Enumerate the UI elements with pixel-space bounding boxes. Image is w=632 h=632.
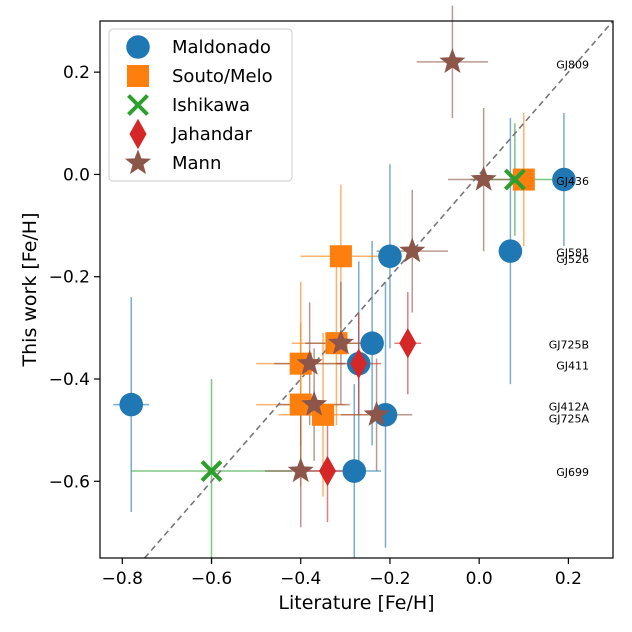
jahandar-point (318, 455, 337, 487)
jahandar-point (399, 328, 417, 359)
maldonado-point (378, 244, 402, 269)
mann-point (287, 457, 314, 483)
x-tick-label: −0.4 (280, 569, 321, 589)
ishikawa-point (503, 168, 526, 191)
souto-melo-point (329, 245, 352, 268)
legend-label: Jahandar (171, 124, 253, 145)
y-axis-label: This work [Fe/H] (19, 213, 41, 368)
legend-label: Souto/Melo (172, 66, 273, 87)
x-axis-label: Literature [Fe/H] (278, 592, 434, 614)
x-tick-label: 0.2 (555, 569, 582, 589)
maldonado-point (360, 331, 384, 355)
markers-layer (119, 48, 576, 487)
mann-point (301, 390, 328, 416)
y-axis-ticks: −0.6 −0.4 −0.2 0.0 0.2 (49, 63, 100, 492)
legend: Maldonado Souto/Melo Ishikawa Jahandar Mann (108, 28, 293, 182)
legend-item-jahandar: Jahandar (129, 118, 253, 150)
plot-frame (99, 20, 614, 559)
x-tick-label: −0.8 (102, 569, 143, 589)
legend-item-ishikawa: Ishikawa (127, 94, 250, 116)
legend-label: Ishikawa (172, 95, 250, 116)
star-label-gj699: GJ699 (556, 466, 589, 479)
y-tick-label: 0.2 (63, 63, 90, 83)
star-label-gj809: GJ809 (556, 58, 589, 71)
mann-point (296, 349, 323, 375)
star-label-gj725b: GJ725B (549, 339, 589, 352)
star-label-gj725a: GJ725A (549, 412, 590, 425)
y-tick-label: −0.2 (49, 268, 90, 288)
ishikawa-point (200, 460, 223, 482)
x-tick-label: −0.2 (369, 569, 410, 589)
x-tick-label: 0.0 (466, 569, 493, 589)
legend-label: Mann (172, 153, 221, 174)
identity-line (144, 20, 614, 559)
y-tick-label: 0.0 (63, 165, 90, 185)
jahandar-point (350, 348, 368, 379)
legend-item-mann: Mann (124, 149, 221, 175)
mann-point (327, 329, 354, 355)
maldonado-point (342, 459, 367, 483)
legend-label: Maldonado (172, 37, 271, 58)
x-tick-label: −0.6 (191, 569, 232, 589)
star-label-gj526: GJ526 (556, 253, 589, 266)
legend-box (108, 28, 293, 182)
maldonado-point (498, 239, 523, 263)
x-axis-ticks: −0.8 −0.6 −0.4 −0.2 0.0 0.2 (102, 558, 582, 589)
mann-point (439, 48, 466, 73)
star-label-gj411: GJ411 (556, 360, 589, 373)
maldonado-point (119, 392, 144, 417)
star-label-gj581: GJ581 (556, 247, 589, 260)
legend-item-souto-melo: Souto/Melo (126, 64, 273, 88)
y-tick-label: −0.4 (49, 370, 90, 390)
souto-melo-point (289, 393, 312, 416)
mann-point (399, 237, 426, 263)
star-label-gj412a: GJ412A (549, 401, 590, 414)
legend-item-maldonado: Maldonado (126, 35, 271, 59)
mann-point (363, 401, 390, 426)
maldonado-point (552, 167, 576, 192)
star-label-gj436: GJ436 (556, 175, 589, 188)
mann-point (470, 165, 497, 191)
y-tick-label: −0.6 (49, 472, 90, 492)
